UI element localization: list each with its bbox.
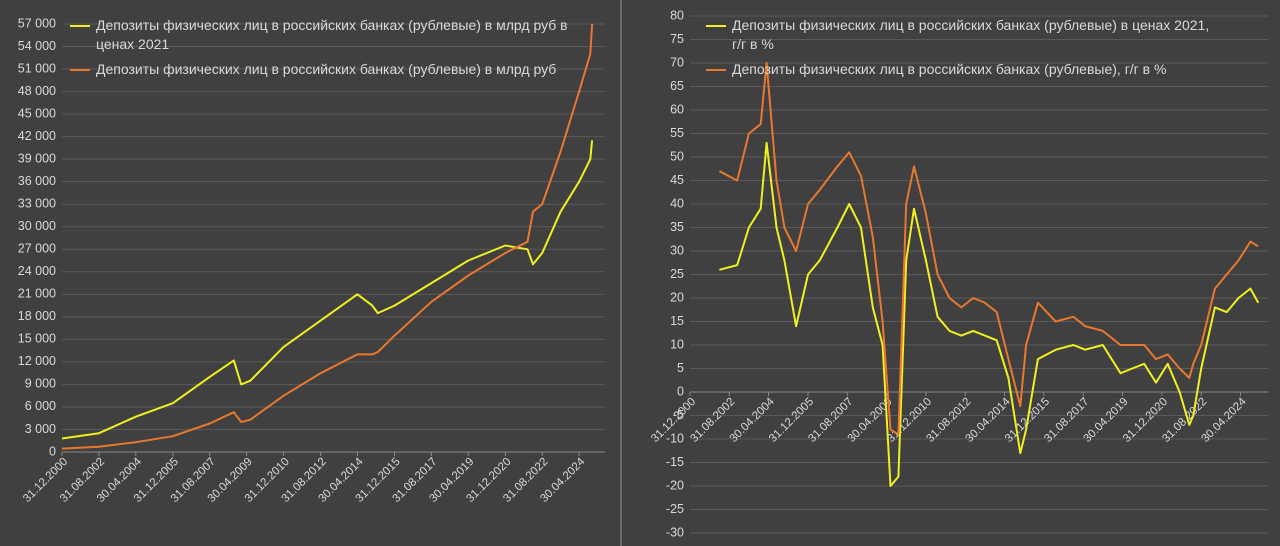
series-line: [719, 141, 1260, 487]
y-tick-label: 12 000: [18, 354, 56, 368]
y-tick-label: 15 000: [18, 332, 56, 346]
y-tick-label: 48 000: [18, 84, 56, 98]
legend-entry: Депозиты физических лиц в российских бан…: [70, 16, 576, 54]
y-tick-label: 65: [670, 79, 684, 93]
legend-text: Депозиты физических лиц в российских бан…: [732, 61, 1167, 77]
legend-text: Депозиты физических лиц в российских бан…: [96, 61, 557, 77]
y-tick-label: 18 000: [18, 309, 56, 323]
legend-swatch: [70, 69, 90, 71]
y-tick-label: 45: [670, 173, 684, 187]
y-tick-label: 10: [670, 337, 684, 351]
y-tick-label: 60: [670, 102, 684, 116]
legend-text: Депозиты физических лиц в российских бан…: [732, 17, 1210, 52]
legend-swatch: [706, 69, 726, 71]
y-tick-label: 42 000: [18, 129, 56, 143]
y-tick-label: 75: [670, 32, 684, 46]
divider: [620, 0, 622, 546]
y-tick-label: 70: [670, 55, 684, 69]
y-tick-label: 39 000: [18, 151, 56, 165]
y-tick-label: 27 000: [18, 242, 56, 256]
series-line: [718, 62, 1259, 436]
y-tick-label: 40: [670, 196, 684, 210]
legend-entry: Депозиты физических лиц в российских бан…: [706, 60, 1210, 79]
y-tick-label: 21 000: [18, 287, 56, 301]
y-tick-label: 0: [49, 444, 56, 458]
y-tick-label: 15: [670, 314, 684, 328]
series-line: [61, 140, 594, 440]
y-tick-label: 50: [670, 149, 684, 163]
y-tick-label: 6 000: [25, 399, 56, 413]
y-tick-label: -15: [666, 455, 684, 469]
series-line: [61, 23, 594, 450]
legend-swatch: [70, 25, 90, 27]
y-tick-label: -10: [666, 431, 684, 445]
y-tick-label: 36 000: [18, 174, 56, 188]
legend-text: Депозиты физических лиц в российских бан…: [96, 17, 568, 52]
y-tick-label: 33 000: [18, 197, 56, 211]
y-tick-label: -25: [666, 502, 684, 516]
y-tick-label: -5: [673, 408, 684, 422]
y-tick-label: 24 000: [18, 264, 56, 278]
y-tick-label: 5: [677, 361, 684, 375]
y-tick-label: 30 000: [18, 219, 56, 233]
legend-entry: Депозиты физических лиц в российских бан…: [70, 60, 576, 79]
y-tick-label: -20: [666, 478, 684, 492]
y-tick-label: 54 000: [18, 39, 56, 53]
y-tick-label: 9 000: [25, 377, 56, 391]
legend-entry: Депозиты физических лиц в российских бан…: [706, 16, 1210, 54]
y-tick-label: 45 000: [18, 106, 56, 120]
y-tick-label: -30: [666, 525, 684, 539]
y-tick-label: 55: [670, 126, 684, 140]
y-tick-label: 3 000: [25, 422, 56, 436]
y-tick-label: 80: [670, 8, 684, 22]
y-tick-label: 30: [670, 243, 684, 257]
y-tick-label: 35: [670, 220, 684, 234]
y-tick-label: 25: [670, 267, 684, 281]
y-tick-label: 0: [677, 384, 684, 398]
y-tick-label: 57 000: [18, 16, 56, 30]
legend-swatch: [706, 25, 726, 27]
y-tick-label: 20: [670, 290, 684, 304]
y-tick-label: 51 000: [18, 61, 56, 75]
